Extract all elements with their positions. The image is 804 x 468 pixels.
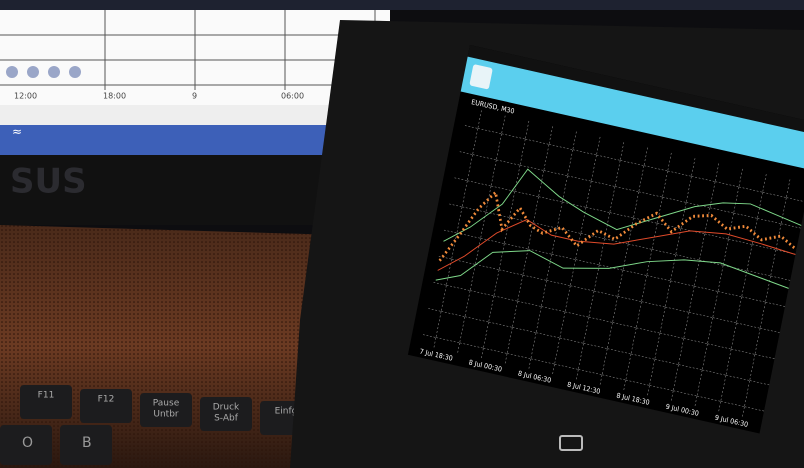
laptop-panel: [0, 105, 380, 125]
key-label: F11: [38, 391, 55, 401]
key-label: O: [22, 435, 33, 451]
time-label: 9: [192, 92, 197, 101]
time-label: 12:00: [14, 92, 37, 101]
icon: ≈: [12, 125, 22, 139]
key-label: Druck: [213, 403, 240, 413]
laptop-logo: SUS: [10, 162, 87, 202]
time-label: 06:00: [281, 92, 304, 101]
key-label: Untbr: [153, 410, 179, 420]
key-label: F12: [98, 395, 115, 405]
time-label: 18:00: [103, 92, 126, 101]
key-label: Pause: [153, 399, 180, 409]
laptop-blue-bar: [0, 125, 370, 155]
page: 12:0018:00906:0012: ≈ SUS F11F12PauseUnt…: [0, 0, 804, 468]
key-label: S-Abf: [214, 414, 239, 424]
top-bar: [0, 0, 804, 10]
key-label: B: [82, 435, 92, 451]
photo: 12:0018:00906:0012: ≈ SUS F11F12PauseUnt…: [0, 0, 804, 468]
app-icon: [469, 64, 493, 90]
